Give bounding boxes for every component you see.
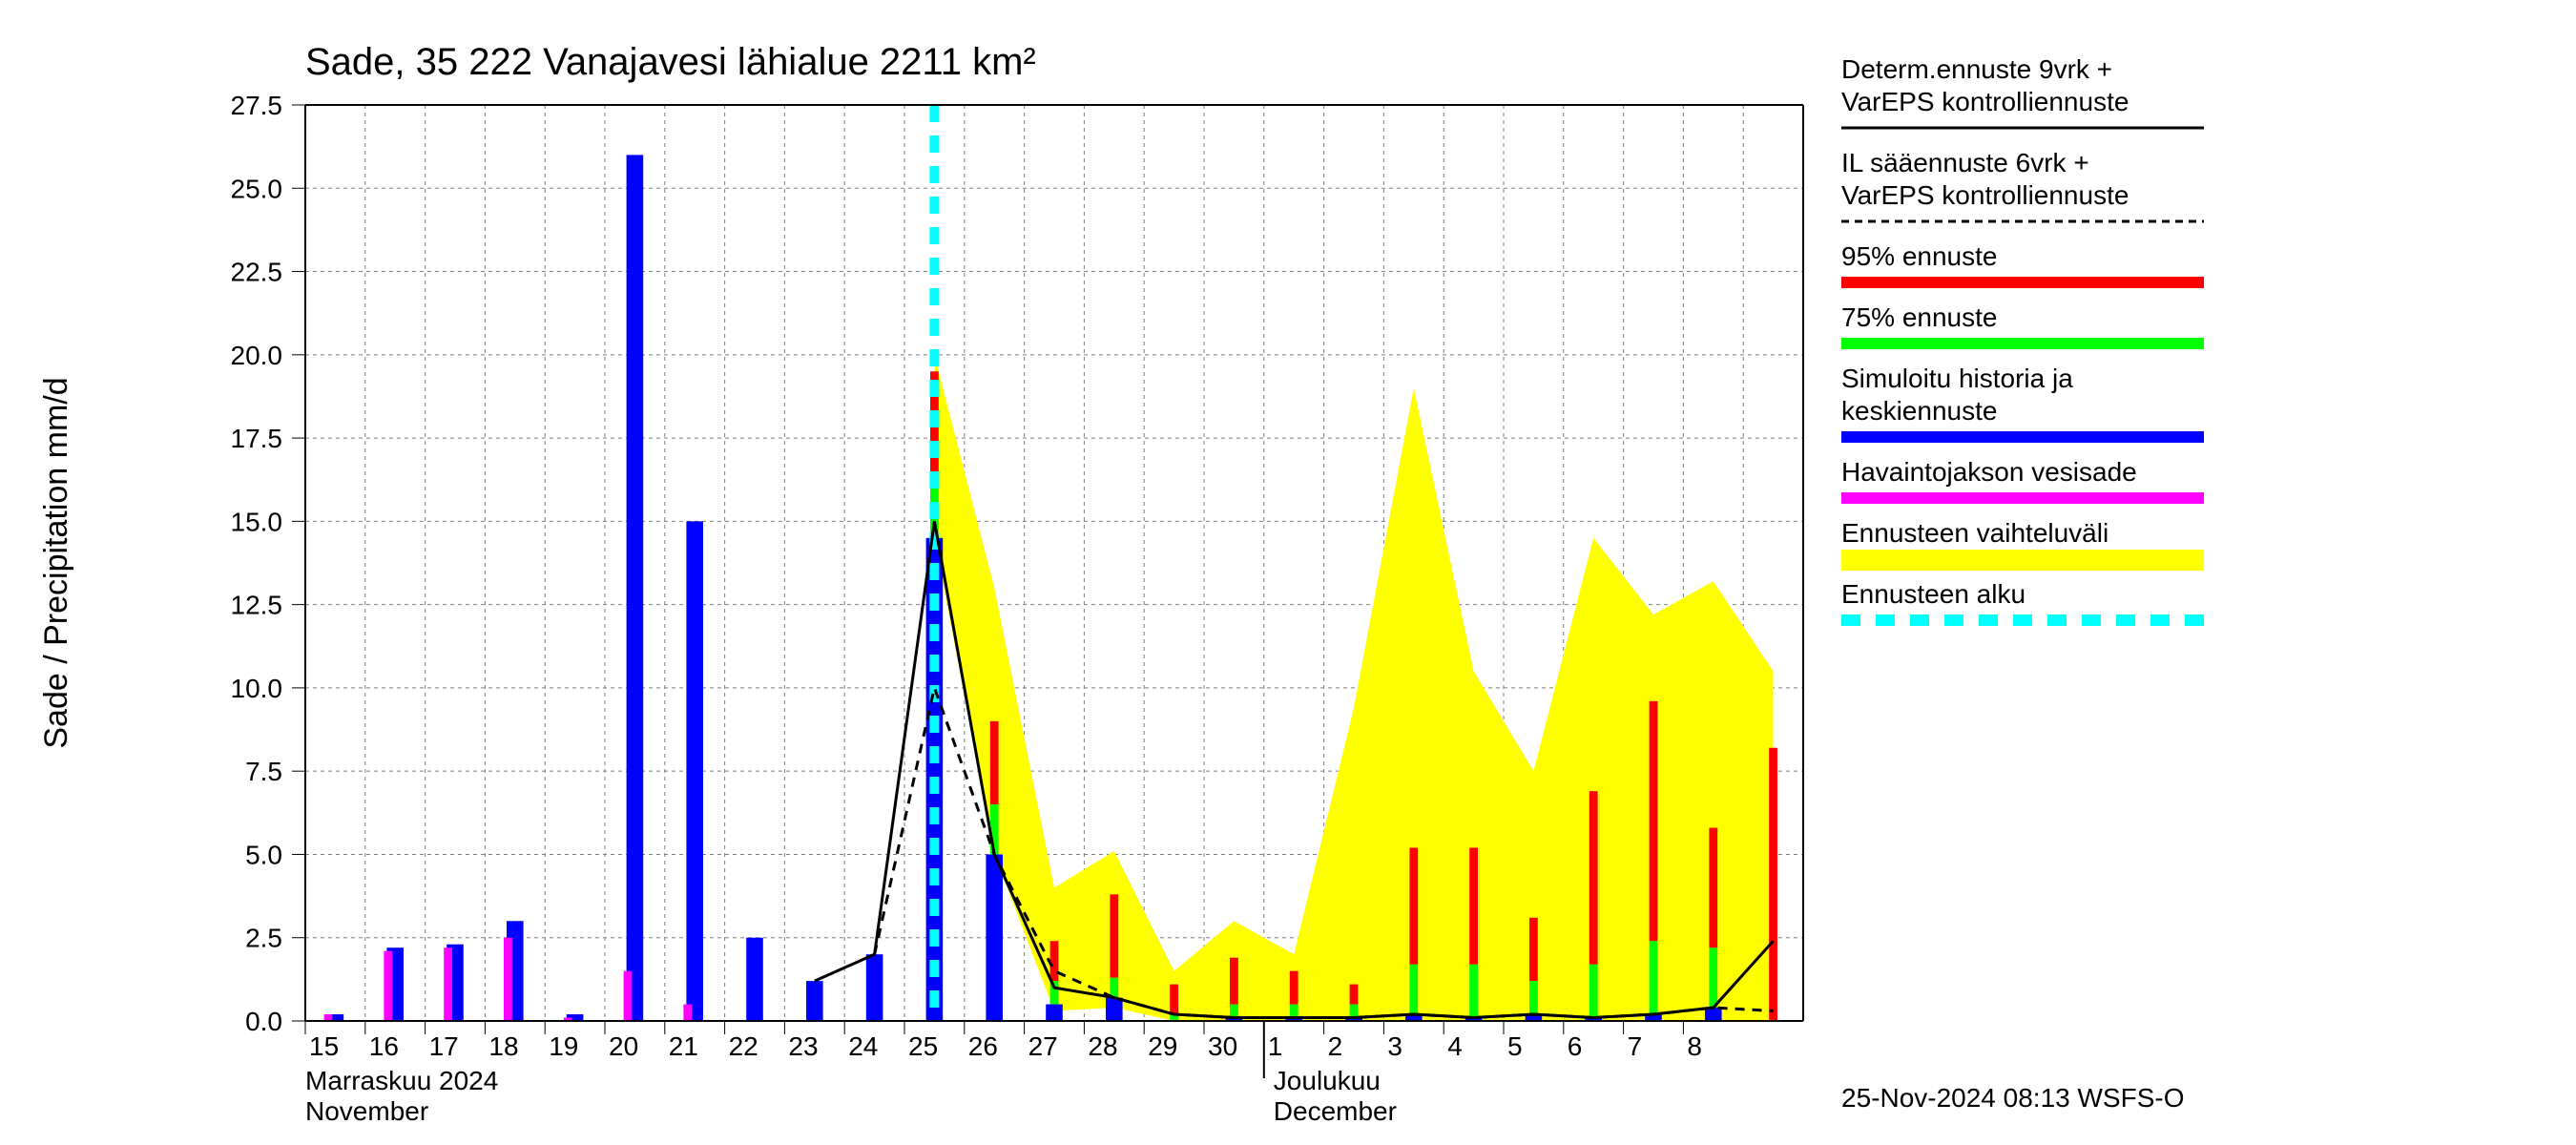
bar-green: [1650, 941, 1658, 1014]
month1-fi: Marraskuu 2024: [305, 1066, 498, 1095]
y-tick-label: 15.0: [231, 507, 283, 536]
bar-blue: [1046, 1005, 1063, 1021]
bar-green: [1709, 947, 1717, 1008]
bar-red: [1589, 791, 1598, 965]
bar-green: [1469, 965, 1478, 1018]
y-tick-label: 10.0: [231, 674, 283, 703]
bar-blue: [806, 981, 823, 1021]
bar-red: [1529, 918, 1538, 981]
legend-label: IL sääennuste 6vrk +: [1841, 148, 2089, 177]
y-tick-label: 17.5: [231, 424, 283, 453]
x-tick-label: 19: [549, 1031, 578, 1061]
bar-magenta: [504, 938, 512, 1021]
x-tick-label: 30: [1208, 1031, 1237, 1061]
legend-label: VarEPS kontrolliennuste: [1841, 180, 2129, 210]
bar-green: [1350, 1005, 1359, 1018]
bar-red: [1769, 748, 1777, 1021]
legend-label: Ennusteen vaihteluväli: [1841, 518, 2109, 548]
bar-magenta: [324, 1014, 333, 1021]
bar-red: [1050, 941, 1059, 981]
bar-magenta: [384, 951, 392, 1021]
legend-label: Simuloitu historia ja: [1841, 364, 2073, 393]
bar-red: [1290, 971, 1298, 1005]
bar-green: [1589, 965, 1598, 1018]
legend-label: Ennusteen alku: [1841, 579, 2025, 609]
x-tick-label: 21: [669, 1031, 698, 1061]
bar-red: [990, 721, 999, 804]
bar-blue: [986, 854, 1003, 1021]
bar-green: [1290, 1005, 1298, 1018]
x-tick-label: 25: [908, 1031, 938, 1061]
bar-blue: [627, 155, 644, 1021]
footer-timestamp: 25-Nov-2024 08:13 WSFS-O: [1841, 1083, 2185, 1113]
x-tick-label: 22: [729, 1031, 758, 1061]
legend-label: 95% ennuste: [1841, 241, 1997, 271]
x-tick-label: 26: [968, 1031, 998, 1061]
x-tick-label: 15: [309, 1031, 339, 1061]
legend-label: Havaintojakson vesisade: [1841, 457, 2137, 487]
x-tick-label: 28: [1088, 1031, 1117, 1061]
legend-swatch: [1841, 550, 2204, 571]
bar-blue: [1106, 998, 1123, 1021]
x-tick-label: 20: [609, 1031, 638, 1061]
x-tick-label: 18: [488, 1031, 518, 1061]
bar-green: [1409, 965, 1418, 1014]
y-tick-label: 20.0: [231, 341, 283, 370]
bar-red: [1230, 958, 1238, 1005]
bar-red: [1409, 847, 1418, 964]
month1-en: November: [305, 1096, 428, 1126]
y-tick-label: 22.5: [231, 258, 283, 287]
bar-blue: [866, 954, 883, 1021]
bar-red: [1350, 985, 1359, 1005]
bar-red: [1170, 985, 1178, 1014]
bar-green: [1529, 981, 1538, 1014]
y-tick-label: 25.0: [231, 174, 283, 203]
bar-magenta: [624, 971, 633, 1021]
bar-blue: [746, 938, 763, 1021]
bar-blue: [686, 521, 703, 1021]
x-tick-label: 2: [1328, 1031, 1343, 1061]
bar-red: [1709, 828, 1717, 948]
bar-green: [1230, 1005, 1238, 1018]
month2-en: December: [1274, 1096, 1397, 1126]
x-tick-label: 6: [1568, 1031, 1583, 1061]
x-tick-label: 24: [848, 1031, 878, 1061]
y-tick-label: 7.5: [245, 757, 282, 786]
y-tick-label: 27.5: [231, 91, 283, 120]
legend-label: keskiennuste: [1841, 396, 1997, 426]
bar-red: [1110, 894, 1118, 977]
x-tick-label: 29: [1148, 1031, 1177, 1061]
y-axis-label: Sade / Precipitation mm/d: [38, 377, 74, 748]
chart-title: Sade, 35 222 Vanajavesi lähialue 2211 km…: [305, 41, 1036, 83]
bar-red: [1469, 847, 1478, 964]
legend-label: Determ.ennuste 9vrk +: [1841, 54, 2112, 84]
x-tick-label: 27: [1028, 1031, 1058, 1061]
x-tick-label: 7: [1628, 1031, 1643, 1061]
x-tick-label: 16: [369, 1031, 399, 1061]
x-tick-label: 17: [429, 1031, 459, 1061]
x-tick-label: 23: [788, 1031, 818, 1061]
x-tick-label: 4: [1447, 1031, 1463, 1061]
precipitation-chart: 0.0 2.5 5.0 7.5 10.0 12.5 15.0 17.5 20.0 22.5 25.0…: [0, 0, 2576, 1145]
y-tick-label: 0.0: [245, 1007, 282, 1036]
bar-magenta: [683, 1005, 692, 1021]
y-tick-label: 12.5: [231, 591, 283, 620]
bar-red: [1650, 701, 1658, 941]
chart-svg: 0.0 2.5 5.0 7.5 10.0 12.5 15.0 17.5 20.0 22.5 25.0…: [0, 0, 2576, 1145]
x-tick-label: 3: [1387, 1031, 1402, 1061]
legend-label: VarEPS kontrolliennuste: [1841, 87, 2129, 116]
bar-magenta: [444, 947, 452, 1021]
x-tick-label: 1: [1268, 1031, 1283, 1061]
bar-green: [1110, 978, 1118, 998]
x-tick-label: 5: [1507, 1031, 1523, 1061]
legend-label: 75% ennuste: [1841, 302, 1997, 332]
x-tick-label: 8: [1687, 1031, 1702, 1061]
month2-fi: Joulukuu: [1274, 1066, 1381, 1095]
y-tick-label: 5.0: [245, 840, 282, 869]
y-tick-label: 2.5: [245, 924, 282, 953]
